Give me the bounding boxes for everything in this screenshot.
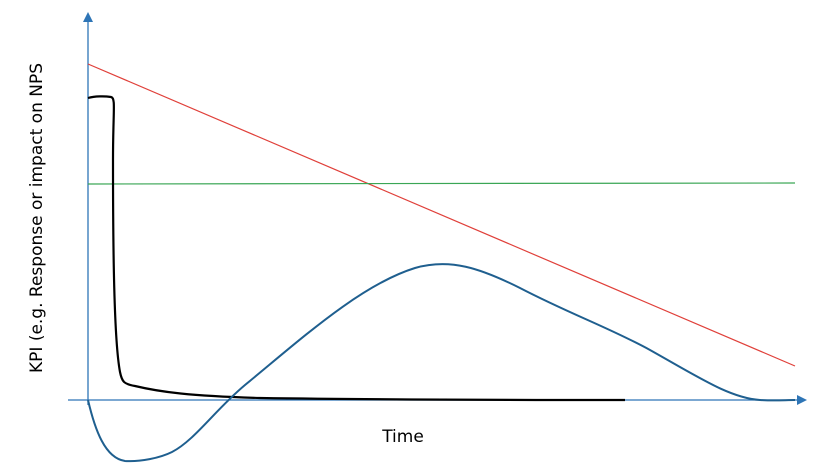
red-line xyxy=(87,63,796,367)
x-axis-label: Time xyxy=(381,427,424,447)
blue-curve xyxy=(87,263,796,463)
green-line xyxy=(87,182,796,185)
black-curve xyxy=(87,95,626,402)
y-axis-label: KPI (e.g. Response or impact on NPS xyxy=(27,63,47,373)
